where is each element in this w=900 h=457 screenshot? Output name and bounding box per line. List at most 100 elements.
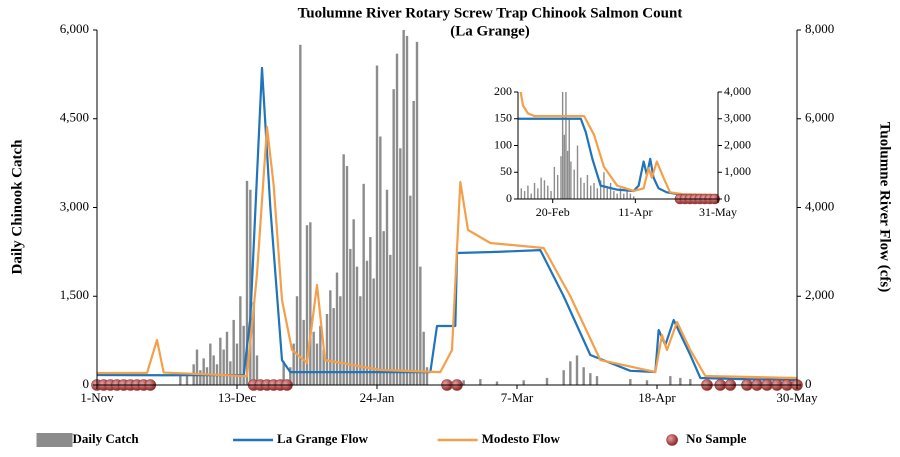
y2-axis-label: Tuolumne River Flow (cfs) [877, 122, 893, 292]
x-tick-label: 13-Dec [218, 390, 256, 405]
bar [576, 145, 579, 199]
bar [530, 193, 532, 199]
y-axis-label: Daily Chinook Catch [9, 139, 25, 275]
bar [645, 380, 649, 385]
x-tick-label: 24-Jan [360, 390, 395, 405]
bar [616, 193, 618, 199]
bar [199, 370, 202, 385]
chart-subtitle: (La Grange) [450, 23, 530, 39]
bar [379, 136, 382, 385]
bar [235, 343, 239, 385]
bar [252, 302, 255, 385]
bar [195, 349, 199, 385]
bar [242, 325, 245, 385]
bar [523, 190, 526, 199]
bar [629, 379, 632, 385]
bar [399, 148, 402, 385]
bar [312, 331, 315, 385]
bar [547, 185, 549, 199]
bar [299, 44, 302, 385]
bar [315, 343, 319, 385]
y2-tick-label: 4,000 [724, 84, 751, 98]
bar [185, 373, 189, 385]
bar [568, 118, 570, 199]
plot-area [97, 30, 797, 385]
bar [533, 182, 536, 199]
bar [562, 370, 565, 385]
bar [573, 169, 575, 199]
bar [586, 174, 589, 199]
bar [349, 248, 352, 385]
y-tick-label: 200 [494, 84, 512, 98]
bar [255, 355, 259, 385]
bar [462, 380, 465, 385]
x-tick-label: 11-Apr [618, 205, 652, 219]
bar [556, 174, 559, 199]
y2-tick-label: 2,000 [805, 287, 834, 302]
legend: Daily Catch La Grange Flow Modesto Flow No … [36, 431, 747, 447]
x-tick-label: 18-Apr [638, 390, 676, 405]
y2-tick-label: 2,000 [724, 137, 751, 151]
y-tick-label: 50 [500, 164, 512, 178]
legend-label: La Grange Flow [277, 431, 369, 446]
y-tick-label: 1,500 [60, 287, 89, 302]
bar [352, 219, 355, 385]
y2-tick-label: 0 [724, 191, 730, 205]
y2-tick-label: 6,000 [805, 110, 834, 125]
flow-line [97, 125, 797, 380]
bar [249, 189, 252, 385]
y2-tick-label: 1,000 [724, 164, 751, 178]
bar [553, 166, 556, 199]
bar [563, 134, 565, 199]
y2-tick-label: 0 [805, 376, 812, 391]
bar [342, 154, 345, 385]
bar [402, 30, 405, 385]
bar [520, 188, 523, 199]
bar [372, 278, 375, 385]
bar [335, 272, 339, 385]
bar [609, 182, 612, 199]
bar [245, 180, 249, 385]
bar [292, 343, 295, 385]
y-tick-label: 6,000 [60, 21, 89, 36]
bar [202, 358, 205, 385]
bar [359, 296, 362, 385]
bar [566, 150, 569, 199]
bar [405, 35, 409, 385]
legend-label: No Sample [686, 431, 747, 446]
flow-line [518, 117, 718, 198]
x-tick-label: 1-Nov [80, 390, 114, 405]
bar [589, 373, 592, 385]
y-tick-label: 100 [494, 137, 512, 151]
bar [325, 314, 329, 385]
bar [422, 331, 425, 385]
bar [599, 180, 602, 199]
y-tick-label: 4,500 [60, 110, 89, 125]
bar [385, 189, 389, 385]
bar [232, 319, 235, 385]
bar [561, 92, 564, 199]
bar [389, 254, 392, 385]
bar [582, 367, 585, 385]
bar [613, 190, 615, 199]
y-tick-label: 3,000 [60, 198, 89, 213]
bar [537, 188, 539, 199]
bar [409, 195, 412, 385]
bar [319, 325, 322, 385]
bar [593, 182, 595, 199]
bar [362, 183, 365, 385]
bar [179, 376, 182, 385]
bar [689, 379, 692, 385]
bar [679, 377, 682, 385]
bar [633, 196, 635, 199]
bar [212, 355, 215, 385]
bar [583, 182, 585, 199]
y2-tick-label: 4,000 [805, 198, 834, 213]
bar [596, 188, 599, 199]
bar [415, 41, 419, 385]
bar [309, 222, 312, 385]
flow-line [97, 66, 797, 382]
bar [345, 166, 349, 385]
bar [355, 266, 359, 385]
